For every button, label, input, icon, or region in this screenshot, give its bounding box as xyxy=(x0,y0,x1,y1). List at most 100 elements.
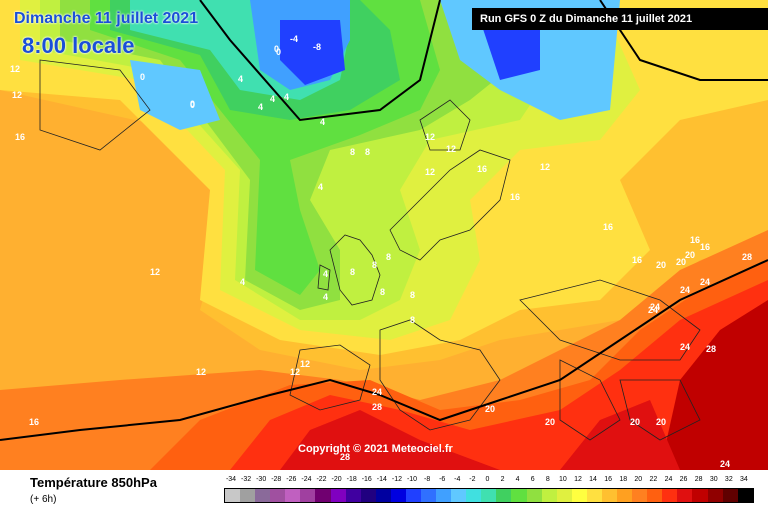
legend-tick-label: 16 xyxy=(604,476,613,483)
isotherm-labels: -4-8000444084121212161616128844488812121… xyxy=(10,14,752,469)
legend-color-swatch xyxy=(225,489,241,502)
isotherm-label: 12 xyxy=(12,90,22,100)
isotherm-label: 24 xyxy=(372,387,382,397)
isotherm-label: 12 xyxy=(446,144,456,154)
legend-color-swatch xyxy=(240,489,256,502)
isotherm-label: 20 xyxy=(656,417,666,427)
legend-tick-label: 8 xyxy=(545,476,550,483)
legend-color-swatch xyxy=(436,489,452,502)
legend-tick-label: -28 xyxy=(271,476,282,483)
legend-tick-label: 20 xyxy=(634,476,643,483)
isotherm-label: 12 xyxy=(290,367,300,377)
legend-tick-label: 10 xyxy=(558,476,567,483)
legend-color-swatch xyxy=(617,489,633,502)
legend-color-swatch xyxy=(647,489,663,502)
legend-tick-label: -24 xyxy=(301,476,312,483)
zone-26-east xyxy=(560,400,680,470)
legend-color-swatch xyxy=(285,489,301,502)
isotherm-label: 0 xyxy=(276,47,281,57)
legend-tick-label: -4 xyxy=(454,476,461,483)
legend-color-swatch xyxy=(330,489,346,502)
legend-tick-label: 22 xyxy=(649,476,658,483)
legend-color-swatch xyxy=(526,489,542,502)
temperature-map: -4-8000444084121212161616128844488812121… xyxy=(0,0,768,470)
isotherm-label: 12 xyxy=(10,64,20,74)
legend-tick-label: -14 xyxy=(376,476,387,483)
legend-tick-label: 14 xyxy=(589,476,597,483)
legend-color-swatch xyxy=(601,489,618,502)
legend-color-swatch xyxy=(375,489,391,502)
legend-color-swatch xyxy=(632,489,648,502)
run-info-box: Run GFS 0 Z du Dimanche 11 juillet 2021 xyxy=(472,8,768,30)
legend-color-swatch xyxy=(345,489,361,502)
zone-26-south xyxy=(280,410,500,470)
legend-tick-label: -32 xyxy=(241,476,252,483)
legend-tick-label: -30 xyxy=(256,476,267,483)
isotherm-label: 8 xyxy=(410,290,415,300)
isotherm-label: 16 xyxy=(29,417,39,427)
legend-tick-label: 12 xyxy=(574,476,582,483)
coastlines xyxy=(39,59,701,441)
legend-color-swatch xyxy=(315,489,331,502)
isotherm-label: 8 xyxy=(380,287,385,297)
legend-color-swatch xyxy=(466,489,482,502)
legend-color-swatch xyxy=(270,489,286,502)
legend-color-scale xyxy=(224,488,754,503)
zone-minus-8 xyxy=(280,20,345,85)
legend-tick-label: 26 xyxy=(679,476,688,483)
isotherm-label: 12 xyxy=(196,367,206,377)
isotherm-label: 8 xyxy=(410,315,415,325)
legend-tick-label: -6 xyxy=(439,476,446,483)
legend-color-swatch xyxy=(421,489,437,502)
legend-color-swatch xyxy=(541,489,557,502)
legend-tick-label: -18 xyxy=(346,476,357,483)
legend-tick-label: 2 xyxy=(500,476,505,483)
legend-color-swatch xyxy=(496,489,512,502)
isotherm-label: 4 xyxy=(238,74,243,84)
legend-color-swatch xyxy=(255,489,271,502)
legend-tick-label: 0 xyxy=(485,476,490,483)
isotherm-label: 20 xyxy=(685,250,695,260)
isotherm-label: 4 xyxy=(318,182,323,192)
isotherm-label: 24 xyxy=(700,277,710,287)
map-date-title: Dimanche 11 juillet 2021 xyxy=(14,10,199,27)
isotherm-label: 0 xyxy=(274,44,279,54)
isotherm-label: 12 xyxy=(300,359,310,369)
legend-tick-label: 34 xyxy=(740,476,748,483)
isotherm-label: 28 xyxy=(742,252,752,262)
isotherm-label: 4 xyxy=(320,117,325,127)
isotherm-label: -4 xyxy=(290,34,298,44)
copyright-text: Copyright © 2021 Meteociel.fr xyxy=(298,443,453,455)
legend-tick-label: -26 xyxy=(286,476,297,483)
legend-color-swatch xyxy=(451,489,467,502)
isotherm-label: 4 xyxy=(323,269,328,279)
isotherm-label: 8 xyxy=(372,260,377,270)
isotherm-label: -8 xyxy=(313,42,321,52)
isotherm-label: 4 xyxy=(284,92,289,102)
legend-title: Température 850hPa xyxy=(30,475,157,490)
legend-color-swatch xyxy=(707,489,723,502)
legend-color-swatch xyxy=(360,489,376,502)
legend-tick-label: 24 xyxy=(664,476,673,483)
isotherm-label: 16 xyxy=(690,235,700,245)
legend-tick-label: 6 xyxy=(530,476,535,483)
legend-tick-label: 30 xyxy=(709,476,718,483)
isotherm-label: 20 xyxy=(656,260,666,270)
map-canvas: -4-8000444084121212161616128844488812121… xyxy=(0,0,768,470)
isotherm-label: 24 xyxy=(720,459,730,469)
isotherm-label: 8 xyxy=(350,147,355,157)
isotherm-label: 4 xyxy=(323,292,328,302)
legend-tick-label: 32 xyxy=(724,476,733,483)
legend-color-swatch xyxy=(571,489,587,502)
isotherm-label: 16 xyxy=(632,255,642,265)
legend-color-swatch xyxy=(586,489,602,502)
isotherm-label: 4 xyxy=(270,94,275,104)
map-time-title: 8:00 locale xyxy=(22,33,135,58)
isotherm-main xyxy=(0,0,768,441)
legend-tick-label: -2 xyxy=(469,476,476,483)
legend-color-swatch xyxy=(300,489,316,502)
isotherm-label: 28 xyxy=(340,452,350,462)
isotherm-label: 16 xyxy=(700,242,710,252)
isotherm-label: 28 xyxy=(706,344,716,354)
legend-tick-label: -10 xyxy=(406,476,418,483)
